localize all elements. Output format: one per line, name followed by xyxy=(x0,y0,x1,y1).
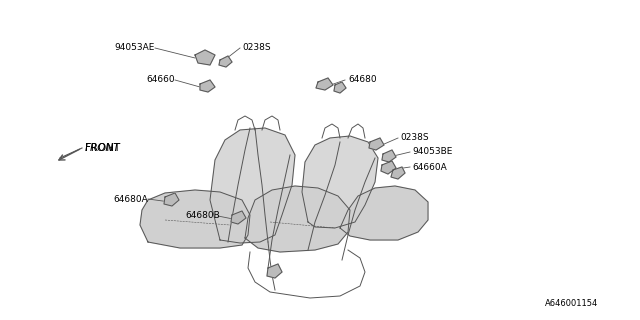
Polygon shape xyxy=(369,138,384,150)
Text: 0238S: 0238S xyxy=(242,44,271,52)
Polygon shape xyxy=(334,82,346,93)
Polygon shape xyxy=(200,80,215,92)
Text: FRONT: FRONT xyxy=(85,143,120,153)
Text: FRONT: FRONT xyxy=(85,143,120,153)
Text: 94053AE: 94053AE xyxy=(115,44,155,52)
Polygon shape xyxy=(164,193,179,206)
Text: 64660: 64660 xyxy=(147,76,175,84)
Text: A646001154: A646001154 xyxy=(545,300,598,308)
Text: 64680B: 64680B xyxy=(185,212,220,220)
Polygon shape xyxy=(195,50,215,65)
Text: 64680: 64680 xyxy=(348,76,376,84)
Text: 64660A: 64660A xyxy=(412,163,447,172)
Polygon shape xyxy=(267,264,282,278)
Text: 0238S: 0238S xyxy=(400,133,429,142)
Polygon shape xyxy=(340,186,428,240)
Polygon shape xyxy=(316,78,333,90)
Polygon shape xyxy=(382,150,396,162)
Polygon shape xyxy=(302,136,378,228)
Text: 64680A: 64680A xyxy=(113,195,148,204)
Polygon shape xyxy=(210,128,295,243)
Polygon shape xyxy=(140,190,250,248)
Polygon shape xyxy=(219,56,232,67)
Polygon shape xyxy=(245,186,350,252)
Polygon shape xyxy=(391,167,405,179)
Text: 94053BE: 94053BE xyxy=(412,148,452,156)
Polygon shape xyxy=(381,161,396,174)
Polygon shape xyxy=(231,211,246,224)
